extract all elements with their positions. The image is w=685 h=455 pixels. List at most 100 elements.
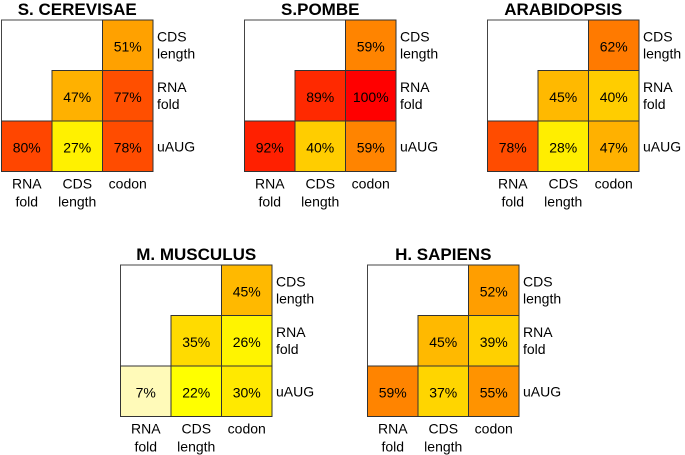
heatmap-cell (221, 264, 273, 316)
cell-value-label: 55% (480, 384, 508, 400)
row-label: uAUG (400, 138, 438, 154)
column-label: CDS length (544, 176, 582, 210)
heatmap-cell (221, 365, 273, 417)
row-label-line: CDS (643, 28, 673, 44)
heatmap-cell (588, 120, 640, 172)
cell-value-label: 27% (63, 139, 91, 155)
cell-value-label: 80% (13, 139, 41, 155)
row-label-line: fold (523, 341, 546, 357)
row-label-line: CDS (276, 273, 306, 289)
column-label-line: RNA (12, 176, 42, 192)
row-label: uAUG (523, 383, 561, 399)
row-label: uAUG (276, 383, 314, 399)
heatmap-cell (468, 264, 520, 316)
row-label: CDS length (643, 28, 681, 61)
column-label: CDS length (177, 421, 215, 455)
row-label: RNA fold (643, 79, 673, 112)
column-label: RNA fold (12, 176, 42, 210)
panel-title: S.POMBE (281, 0, 359, 19)
column-label-line: codon (228, 421, 266, 437)
cell-value-label: 45% (429, 334, 457, 350)
row-label-line: CDS (400, 28, 430, 44)
column-label-line: RNA (131, 421, 161, 437)
heatmap-cell (102, 70, 154, 122)
heatmap-cell (468, 365, 520, 417)
row-label-line: length (643, 45, 681, 61)
heatmap-cell (588, 19, 640, 71)
cell-value-label: 89% (306, 89, 334, 105)
heatmap-cell (102, 19, 154, 71)
cell-value-label: 51% (114, 38, 142, 54)
column-label-line: length (301, 194, 339, 210)
cell-value-label: 100% (353, 89, 389, 105)
column-label-line: fold (15, 194, 38, 210)
row-label-line: uAUG (643, 138, 681, 154)
panel-title: S. CEREVISAE (18, 0, 137, 19)
heatmap-cell (588, 70, 640, 122)
row-label-line: length (523, 290, 561, 306)
cell-value-label: 45% (233, 283, 261, 299)
column-label: codon (595, 176, 633, 192)
heatmap-cell (537, 120, 589, 172)
cell-value-label: 59% (357, 139, 385, 155)
panel-title: M. MUSCULUS (136, 245, 256, 264)
heatmap-cell (417, 315, 469, 367)
column-label-line: length (177, 439, 215, 455)
cell-value-label: 45% (549, 89, 577, 105)
column-label-line: CDS (62, 176, 92, 192)
column-label-line: RNA (498, 176, 528, 192)
column-label-line: length (544, 194, 582, 210)
column-label-line: fold (501, 194, 524, 210)
heatmap-cell (51, 120, 103, 172)
column-label: CDS length (58, 176, 96, 210)
panel-title: ARABIDOPSIS (504, 0, 622, 19)
heatmap-cell (417, 365, 469, 417)
column-label-line: CDS (305, 176, 335, 192)
cell-value-label: 77% (114, 89, 142, 105)
heatmap-cell (51, 70, 103, 122)
row-label: CDS length (157, 28, 195, 61)
row-label-line: uAUG (276, 383, 314, 399)
heatmap-cell (244, 120, 296, 172)
cell-value-label: 26% (233, 334, 261, 350)
cell-value-label: 78% (499, 139, 527, 155)
heatmap-cell (487, 120, 539, 172)
column-label-line: length (58, 194, 96, 210)
cell-value-label: 40% (600, 89, 628, 105)
row-label-line: fold (157, 96, 180, 112)
cell-value-label: 52% (480, 283, 508, 299)
column-label: CDS length (301, 176, 339, 210)
cell-value-label: 22% (182, 384, 210, 400)
cell-value-label: 78% (114, 139, 142, 155)
column-label-line: RNA (255, 176, 285, 192)
row-label: CDS length (400, 28, 438, 61)
row-label: uAUG (643, 138, 681, 154)
heatmap-cell (294, 70, 346, 122)
row-label: uAUG (157, 138, 195, 154)
column-label-line: RNA (378, 421, 408, 437)
heatmap-cell (345, 70, 397, 122)
column-label-line: codon (595, 176, 633, 192)
column-label-line: CDS (548, 176, 578, 192)
row-label-line: length (400, 45, 438, 61)
row-label-line: CDS (523, 273, 553, 289)
column-label-line: codon (475, 421, 513, 437)
cell-value-label: 37% (429, 384, 457, 400)
row-label: RNA fold (400, 79, 430, 112)
column-label-line: fold (258, 194, 281, 210)
column-label-line: fold (381, 439, 404, 455)
row-label: RNA fold (157, 79, 187, 112)
column-label: RNA fold (255, 176, 285, 210)
row-label: RNA fold (276, 324, 306, 357)
cell-value-label: 39% (480, 334, 508, 350)
column-label: codon (109, 176, 147, 192)
column-label: CDS length (424, 421, 462, 455)
row-label-line: RNA (157, 79, 187, 95)
column-label: codon (228, 421, 266, 437)
row-label-line: RNA (643, 79, 673, 95)
cell-value-label: 47% (600, 139, 628, 155)
row-label-line: uAUG (157, 138, 195, 154)
row-label: RNA fold (523, 324, 553, 357)
